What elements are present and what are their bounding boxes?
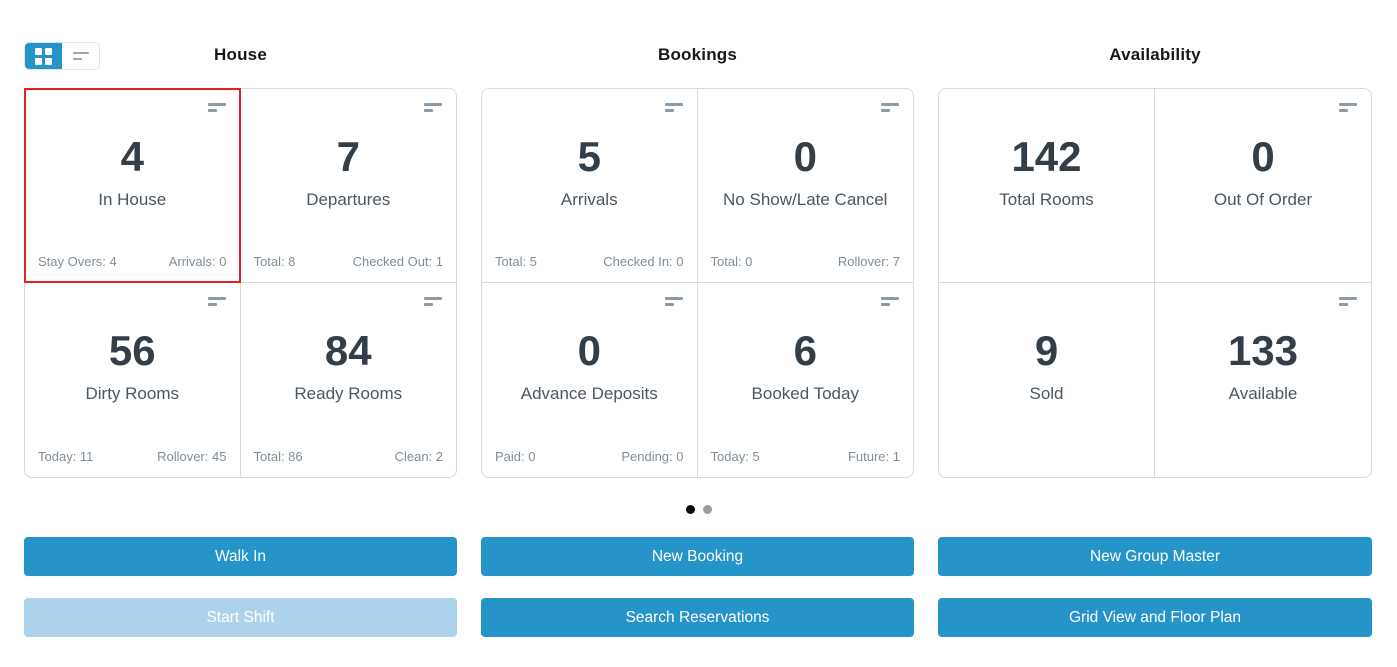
stat-card-area: 4 In House Stay Overs: 4 Arrivals: 0 7 D… <box>24 88 1372 478</box>
card-footer-left: Total: 8 <box>253 254 296 269</box>
card-footer-left: Total: 5 <box>495 254 537 269</box>
card-label: Dirty Rooms <box>85 384 179 403</box>
card-value: 7 <box>336 132 360 180</box>
card-footer-left: Today: 11 <box>38 449 94 464</box>
action-button-row-1: Walk In New Booking New Group Master <box>24 537 1372 576</box>
section-title-house: House <box>214 45 267 64</box>
grid-view-button[interactable] <box>25 43 62 69</box>
card-label: Ready Rooms <box>294 384 403 403</box>
card-menu-icon[interactable] <box>207 297 226 306</box>
pagination-dot-1[interactable] <box>685 505 695 514</box>
view-toggle <box>24 42 100 70</box>
card-value: 56 <box>108 327 156 374</box>
pagination-dots <box>0 505 1397 514</box>
card-label: No Show/Late Cancel <box>723 189 888 209</box>
card-footer-right: Checked In: 0 <box>603 254 684 269</box>
new-booking-button[interactable]: New Booking <box>481 537 914 576</box>
availability-card-grid: 142 Total Rooms 0 Out Of Order 9 Sold <box>938 88 1372 478</box>
card-label: Out Of Order <box>1213 189 1313 209</box>
card-value: 6 <box>793 327 817 374</box>
card-total-rooms[interactable]: 142 Total Rooms <box>939 89 1155 283</box>
card-ready-rooms[interactable]: 84 Ready Rooms Total: 86 Clean: 2 <box>241 283 457 477</box>
house-card-grid: 4 In House Stay Overs: 4 Arrivals: 0 7 D… <box>24 88 457 478</box>
card-footer-right: Rollover: 7 <box>837 254 900 269</box>
card-menu-icon[interactable] <box>664 297 683 306</box>
section-titles: House Bookings Availability <box>24 45 1372 65</box>
card-footer-right: Clean: 2 <box>394 449 443 464</box>
card-footer-left: Paid: 0 <box>495 449 536 464</box>
new-group-master-button[interactable]: New Group Master <box>938 537 1372 576</box>
card-value: 0 <box>1251 132 1275 180</box>
card-label: Booked Today <box>751 384 859 403</box>
start-shift-button[interactable]: Start Shift <box>24 598 457 637</box>
card-out-of-order[interactable]: 0 Out Of Order <box>1155 89 1371 283</box>
card-value: 4 <box>120 132 144 180</box>
card-in-house[interactable]: 4 In House Stay Overs: 4 Arrivals: 0 <box>24 88 241 283</box>
card-footer-right: Pending: 0 <box>621 449 684 464</box>
card-menu-icon[interactable] <box>664 103 683 112</box>
card-value: 84 <box>324 327 372 374</box>
card-label: Available <box>1228 384 1298 403</box>
card-advance-deposits[interactable]: 0 Advance Deposits Paid: 0 Pending: 0 <box>482 283 698 477</box>
card-departures[interactable]: 7 Departures Total: 8 Checked Out: 1 <box>240 89 456 283</box>
card-label: In House <box>98 189 167 209</box>
card-value: 5 <box>577 132 601 180</box>
card-menu-icon[interactable] <box>424 103 442 112</box>
card-footer-left: Stay Overs: 4 <box>38 254 117 269</box>
card-value: 142 <box>1011 132 1082 180</box>
card-value: 133 <box>1227 327 1299 374</box>
card-footer-right: Rollover: 45 <box>157 449 227 464</box>
card-label: Total Rooms <box>999 189 1094 209</box>
grid-view-icon <box>35 47 52 65</box>
card-footer-left: Today: 5 <box>710 449 760 464</box>
card-value: 0 <box>577 327 601 374</box>
card-label: Sold <box>1029 384 1064 403</box>
card-label: Advance Deposits <box>520 384 658 403</box>
card-footer-right: Future: 1 <box>847 449 900 464</box>
section-title-availability: Availability <box>1109 45 1201 64</box>
card-dirty-rooms[interactable]: 56 Dirty Rooms Today: 11 Rollover: 45 <box>25 283 241 477</box>
card-menu-icon[interactable] <box>1339 103 1357 112</box>
card-arrivals[interactable]: 5 Arrivals Total: 5 Checked In: 0 <box>482 89 698 283</box>
card-booked-today[interactable]: 6 Booked Today Today: 5 Future: 1 <box>698 283 914 477</box>
list-view-button[interactable] <box>62 43 99 69</box>
card-available[interactable]: 133 Available <box>1155 283 1371 477</box>
card-menu-icon[interactable] <box>207 103 226 112</box>
card-footer-left: Total: 86 <box>253 449 303 464</box>
card-footer-left: Total: 0 <box>710 254 753 269</box>
walk-in-button[interactable]: Walk In <box>24 537 457 576</box>
card-menu-icon[interactable] <box>881 103 899 112</box>
card-label: Departures <box>306 189 391 209</box>
list-view-icon <box>72 52 89 60</box>
search-reservations-button[interactable]: Search Reservations <box>481 598 914 637</box>
card-value: 9 <box>1034 327 1059 374</box>
card-menu-icon[interactable] <box>881 297 899 306</box>
section-title-bookings: Bookings <box>657 45 738 64</box>
card-label: Arrivals <box>560 189 618 209</box>
card-footer-right: Arrivals: 0 <box>168 254 227 269</box>
bookings-card-grid: 5 Arrivals Total: 5 Checked In: 0 0 No S… <box>481 88 914 478</box>
card-menu-icon[interactable] <box>1339 297 1357 306</box>
card-sold[interactable]: 9 Sold <box>939 283 1155 477</box>
pagination-dot-2[interactable] <box>702 505 712 514</box>
grid-view-floor-plan-button[interactable]: Grid View and Floor Plan <box>938 598 1372 637</box>
card-footer-right: Checked Out: 1 <box>352 254 443 269</box>
card-value: 0 <box>793 132 817 180</box>
card-menu-icon[interactable] <box>424 297 442 306</box>
action-button-row-2: Start Shift Search Reservations Grid Vie… <box>24 598 1372 637</box>
card-no-show-late-cancel[interactable]: 0 No Show/Late Cancel Total: 0 Rollover:… <box>697 89 913 283</box>
